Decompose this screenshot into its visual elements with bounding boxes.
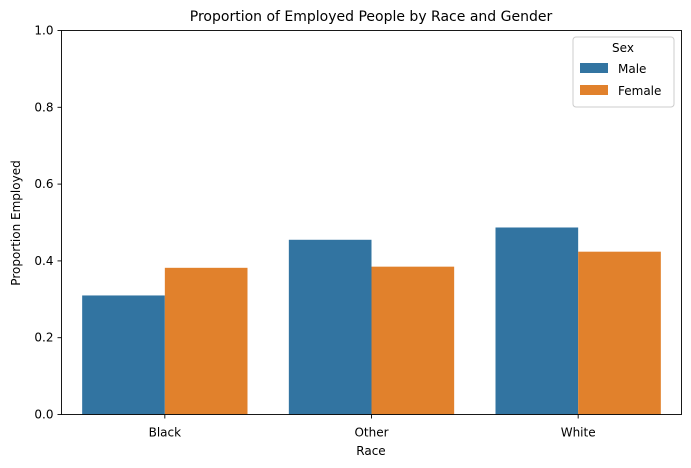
bar-other-male [288, 239, 372, 415]
y-tick-label: 0.2 [34, 331, 53, 345]
legend-swatch-female [580, 85, 608, 95]
y-axis-label: Proportion Employed [9, 160, 23, 285]
bar-black-male [82, 295, 165, 415]
chart-title: Proportion of Employed People by Race an… [190, 9, 553, 25]
x-axis-ticks: Black Other White [149, 414, 596, 440]
y-tick-label: 0.8 [34, 100, 53, 114]
y-tick-label: 0.4 [34, 254, 53, 268]
legend-title: Sex [612, 41, 634, 55]
y-axis-ticks: 0.0 0.2 0.4 0.6 0.8 1.0 [34, 24, 62, 422]
bar-white-male [495, 227, 579, 415]
legend-label-male: Male [618, 62, 646, 76]
legend-swatch-male [580, 63, 608, 73]
legend: Sex Male Female [572, 36, 675, 108]
bars-group [82, 227, 661, 415]
y-tick-label: 0.6 [34, 177, 53, 191]
x-tick-label-black: Black [149, 426, 182, 440]
x-axis-label: Race [356, 444, 385, 458]
x-tick-label-white: White [561, 426, 596, 440]
x-tick-label-other: Other [354, 426, 388, 440]
bar-white-female [578, 251, 661, 415]
y-tick-label: 0.0 [34, 408, 53, 422]
legend-label-female: Female [618, 84, 661, 98]
y-tick-label: 1.0 [34, 24, 53, 38]
bar-other-female [371, 266, 455, 415]
plot-frame [61, 30, 682, 415]
bar-black-female [164, 267, 248, 415]
